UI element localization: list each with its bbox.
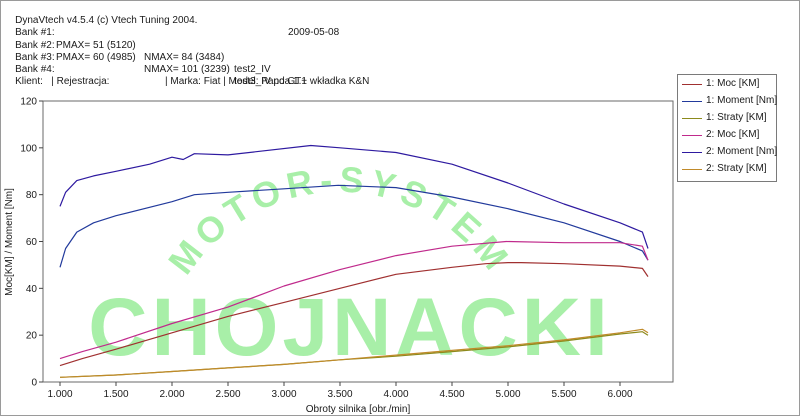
legend-label: 2: Moment [Nm] [706,146,778,157]
x-tick-label: 3.500 [327,389,352,400]
series-line-5 [59,144,649,249]
x-tick-label: 3.000 [271,389,296,400]
bank2-nmax: NMAX= 101 (3239) [144,63,230,75]
chart-legend: 1: Moc [KM] 1: Moment [Nm] 1: Straty [KM… [677,74,777,182]
y-tick-label: 20 [26,331,38,342]
legend-item-straty1: 1: Straty [KM] [682,111,776,127]
bank3-row: Bank #3: [4,40,307,63]
x-tick-label: 5.000 [495,389,520,400]
watermark-main-text: CHOJNACKI [88,282,611,373]
x-tick-label: 2.500 [215,389,240,400]
legend-swatch [682,118,702,119]
y-tick-label: 40 [26,284,38,295]
legend-item-moc2: 2: Moc [KM] [682,128,776,144]
bank3-label: Bank #3: [15,51,55,63]
x-axis-label: Obroty silnika [obr./min] [306,404,411,415]
legend-label: 2: Straty [KM] [706,163,767,174]
x-tick-label: 6.000 [607,389,632,400]
legend-swatch [682,169,702,170]
bank1-row: Bank #1: PMAX= 51 (5120) NMAX= 84 (3484)… [4,15,307,75]
x-tick-label: 1.000 [47,389,72,400]
series-layer [59,144,649,378]
x-tick-label: 4.500 [439,389,464,400]
bank2-label: Bank #2: [15,39,55,51]
bank1-pmax: PMAX= 51 (5120) [56,39,136,51]
y-tick-label: 100 [20,143,37,154]
watermark-arc-text: MOTOR-SYSTEM [160,158,520,281]
legend-item-straty2: 2: Straty [KM] [682,162,776,178]
y-tick-label: 120 [20,97,37,108]
x-tick-label: 4.000 [383,389,408,400]
bank2-row: Bank #2: PMAX= 60 (4985) NMAX= 101 (3239… [4,27,369,88]
legend-item-moment1: 1: Moment [Nm] [682,94,778,110]
axes: 0 20 40 60 80 100 120 1.000 1.500 2.000 2.500 3.000… [20,97,674,400]
series-line-2 [59,184,649,268]
legend-label: 2: Moc [KM] [706,129,760,140]
legend-item-moment2: 2: Moment [Nm] [682,145,778,161]
legend-swatch [682,101,702,102]
bank1-desc: test2_IV [234,64,271,75]
bank1-label: Bank #1: [15,27,55,39]
y-tick-label: 80 [26,190,38,201]
legend-swatch [682,84,702,85]
x-tick-label: 5.500 [551,389,576,400]
client-row: Klient: | Rejestracja: | Marka: Fiat | M… [4,64,307,87]
bank4-row: Bank #4: [4,52,307,75]
app-title: DynaVtech v4.5.4 (c) Vtech Tuning 2004. [15,15,198,27]
bank1-nmax: NMAX= 84 (3484) [144,51,225,63]
legend-swatch [682,135,702,136]
y-tick-label: 60 [26,237,38,248]
test-date: 2009-05-08 [288,27,340,39]
legend-label: 1: Straty [KM] [706,112,767,123]
series-line-6 [59,328,649,378]
series-line-4 [59,240,649,360]
x-tick-label: 2.000 [159,389,184,400]
series-line-1 [59,262,649,367]
bank2-desc: test3_IV po GT+ wkładka K&N [234,76,370,88]
header-app-line: DynaVtech v4.5.4 (c) Vtech Tuning 2004. … [4,3,339,38]
bank2-pmax: PMAX= 60 (4985) [56,51,136,63]
x-tick-label: 1.500 [103,389,128,400]
legend-label: 1: Moment [Nm] [706,95,778,106]
legend-label: 1: Moc [KM] [706,78,760,89]
y-tick-label: 0 [31,378,37,389]
watermark: MOTOR-SYSTEM CHOJNACKI [88,158,611,373]
watermark-arc-path-text: MOTOR-SYSTEM [160,158,514,281]
legend-item-moc1: 1: Moc [KM] [682,77,776,93]
client-info: Klient: | Rejestracja: | Marka: Fiat | M… [15,76,307,88]
legend-swatch [682,152,702,153]
y-axis-label: Moc[KM] / Moment [Nm] [4,188,15,296]
report-header: DynaVtech v4.5.4 (c) Vtech Tuning 2004. … [4,3,369,88]
bank4-label: Bank #4: [15,63,55,75]
